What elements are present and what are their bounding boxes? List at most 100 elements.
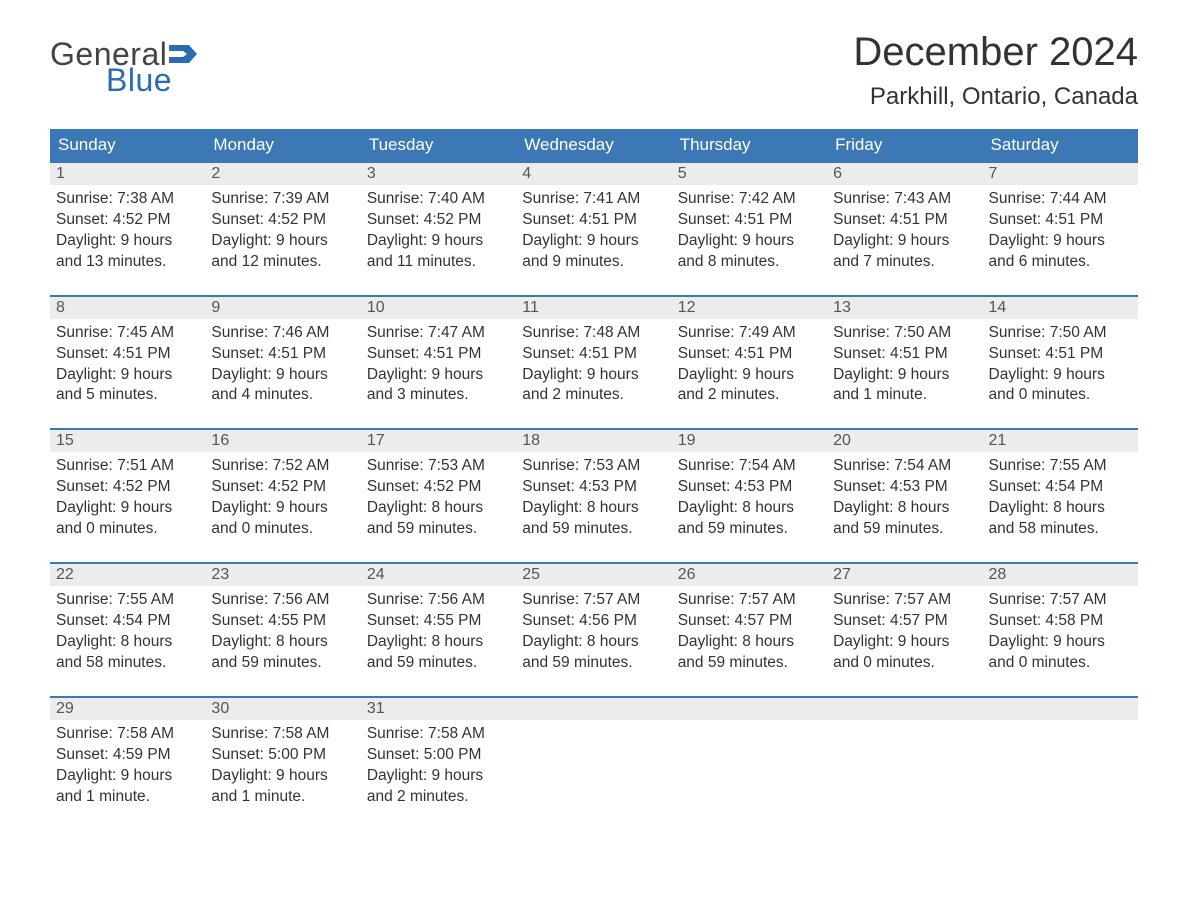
- daylight-text: Daylight: 9 hours: [989, 365, 1132, 386]
- day-cell: [983, 698, 1138, 810]
- sunrise-text: Sunrise: 7:43 AM: [833, 189, 976, 210]
- month-title: December 2024: [853, 30, 1138, 75]
- day-number: [827, 698, 982, 720]
- sunrise-text: Sunrise: 7:49 AM: [678, 323, 821, 344]
- day-content: Sunrise: 7:56 AMSunset: 4:55 PMDaylight:…: [361, 586, 516, 676]
- sunrise-text: Sunrise: 7:53 AM: [522, 456, 665, 477]
- sunrise-text: Sunrise: 7:57 AM: [833, 590, 976, 611]
- day-number: 8: [50, 297, 205, 319]
- daylight-text: and 2 minutes.: [522, 385, 665, 406]
- sunrise-text: Sunrise: 7:58 AM: [367, 724, 510, 745]
- daylight-text: Daylight: 9 hours: [211, 498, 354, 519]
- daylight-text: and 9 minutes.: [522, 252, 665, 273]
- day-cell: 6Sunrise: 7:43 AMSunset: 4:51 PMDaylight…: [827, 163, 982, 275]
- sunrise-text: Sunrise: 7:41 AM: [522, 189, 665, 210]
- day-cell: 25Sunrise: 7:57 AMSunset: 4:56 PMDayligh…: [516, 564, 671, 676]
- day-content: Sunrise: 7:58 AMSunset: 4:59 PMDaylight:…: [50, 720, 205, 810]
- sunset-text: Sunset: 4:51 PM: [522, 344, 665, 365]
- day-content: Sunrise: 7:40 AMSunset: 4:52 PMDaylight:…: [361, 185, 516, 275]
- day-cell: 31Sunrise: 7:58 AMSunset: 5:00 PMDayligh…: [361, 698, 516, 810]
- daylight-text: and 0 minutes.: [989, 385, 1132, 406]
- daylight-text: and 1 minute.: [833, 385, 976, 406]
- day-number: 11: [516, 297, 671, 319]
- day-number: 4: [516, 163, 671, 185]
- daylight-text: and 58 minutes.: [989, 519, 1132, 540]
- daylight-text: Daylight: 9 hours: [367, 766, 510, 787]
- day-number: 28: [983, 564, 1138, 586]
- daylight-text: and 7 minutes.: [833, 252, 976, 273]
- sunset-text: Sunset: 4:51 PM: [367, 344, 510, 365]
- day-cell: 7Sunrise: 7:44 AMSunset: 4:51 PMDaylight…: [983, 163, 1138, 275]
- day-cell: 5Sunrise: 7:42 AMSunset: 4:51 PMDaylight…: [672, 163, 827, 275]
- day-content: Sunrise: 7:57 AMSunset: 4:57 PMDaylight:…: [672, 586, 827, 676]
- weekday-header: Sunday: [50, 129, 205, 161]
- weekday-header: Wednesday: [516, 129, 671, 161]
- day-content: Sunrise: 7:42 AMSunset: 4:51 PMDaylight:…: [672, 185, 827, 275]
- daylight-text: and 59 minutes.: [522, 653, 665, 674]
- day-number: [983, 698, 1138, 720]
- daylight-text: Daylight: 8 hours: [678, 632, 821, 653]
- day-cell: 19Sunrise: 7:54 AMSunset: 4:53 PMDayligh…: [672, 430, 827, 542]
- day-cell: 1Sunrise: 7:38 AMSunset: 4:52 PMDaylight…: [50, 163, 205, 275]
- day-cell: 28Sunrise: 7:57 AMSunset: 4:58 PMDayligh…: [983, 564, 1138, 676]
- sunset-text: Sunset: 4:56 PM: [522, 611, 665, 632]
- day-number: 3: [361, 163, 516, 185]
- sunset-text: Sunset: 4:59 PM: [56, 745, 199, 766]
- day-cell: [516, 698, 671, 810]
- day-number: 12: [672, 297, 827, 319]
- day-content: Sunrise: 7:57 AMSunset: 4:57 PMDaylight:…: [827, 586, 982, 676]
- day-cell: [672, 698, 827, 810]
- daylight-text: and 6 minutes.: [989, 252, 1132, 273]
- daylight-text: and 59 minutes.: [211, 653, 354, 674]
- day-content: Sunrise: 7:55 AMSunset: 4:54 PMDaylight:…: [50, 586, 205, 676]
- daylight-text: Daylight: 8 hours: [56, 632, 199, 653]
- daylight-text: Daylight: 9 hours: [211, 766, 354, 787]
- sunset-text: Sunset: 4:54 PM: [56, 611, 199, 632]
- day-cell: 4Sunrise: 7:41 AMSunset: 4:51 PMDaylight…: [516, 163, 671, 275]
- daylight-text: Daylight: 9 hours: [522, 365, 665, 386]
- daylight-text: Daylight: 8 hours: [522, 632, 665, 653]
- sunrise-text: Sunrise: 7:38 AM: [56, 189, 199, 210]
- day-content: Sunrise: 7:58 AMSunset: 5:00 PMDaylight:…: [361, 720, 516, 810]
- day-content: Sunrise: 7:50 AMSunset: 4:51 PMDaylight:…: [827, 319, 982, 409]
- sunset-text: Sunset: 4:53 PM: [678, 477, 821, 498]
- day-number: 26: [672, 564, 827, 586]
- sunset-text: Sunset: 4:51 PM: [56, 344, 199, 365]
- daylight-text: and 59 minutes.: [522, 519, 665, 540]
- day-cell: 24Sunrise: 7:56 AMSunset: 4:55 PMDayligh…: [361, 564, 516, 676]
- sunset-text: Sunset: 4:51 PM: [989, 344, 1132, 365]
- daylight-text: and 1 minute.: [211, 787, 354, 808]
- sunrise-text: Sunrise: 7:53 AM: [367, 456, 510, 477]
- day-number: 25: [516, 564, 671, 586]
- day-number: 20: [827, 430, 982, 452]
- day-number: 13: [827, 297, 982, 319]
- day-number: 29: [50, 698, 205, 720]
- sunset-text: Sunset: 4:51 PM: [833, 344, 976, 365]
- day-content: Sunrise: 7:48 AMSunset: 4:51 PMDaylight:…: [516, 319, 671, 409]
- daylight-text: Daylight: 8 hours: [989, 498, 1132, 519]
- daylight-text: and 12 minutes.: [211, 252, 354, 273]
- daylight-text: and 58 minutes.: [56, 653, 199, 674]
- daylight-text: and 13 minutes.: [56, 252, 199, 273]
- sunrise-text: Sunrise: 7:55 AM: [989, 456, 1132, 477]
- sunrise-text: Sunrise: 7:56 AM: [211, 590, 354, 611]
- day-content: Sunrise: 7:55 AMSunset: 4:54 PMDaylight:…: [983, 452, 1138, 542]
- day-content: Sunrise: 7:58 AMSunset: 5:00 PMDaylight:…: [205, 720, 360, 810]
- day-number: 15: [50, 430, 205, 452]
- sunrise-text: Sunrise: 7:48 AM: [522, 323, 665, 344]
- day-content: Sunrise: 7:47 AMSunset: 4:51 PMDaylight:…: [361, 319, 516, 409]
- day-number: 14: [983, 297, 1138, 319]
- daylight-text: Daylight: 8 hours: [678, 498, 821, 519]
- daylight-text: Daylight: 9 hours: [367, 365, 510, 386]
- week-row: 8Sunrise: 7:45 AMSunset: 4:51 PMDaylight…: [50, 295, 1138, 409]
- sunrise-text: Sunrise: 7:56 AM: [367, 590, 510, 611]
- day-cell: 9Sunrise: 7:46 AMSunset: 4:51 PMDaylight…: [205, 297, 360, 409]
- daylight-text: and 4 minutes.: [211, 385, 354, 406]
- day-number: [672, 698, 827, 720]
- day-content: Sunrise: 7:54 AMSunset: 4:53 PMDaylight:…: [827, 452, 982, 542]
- day-number: 21: [983, 430, 1138, 452]
- daylight-text: Daylight: 9 hours: [56, 498, 199, 519]
- day-content: Sunrise: 7:41 AMSunset: 4:51 PMDaylight:…: [516, 185, 671, 275]
- day-cell: 21Sunrise: 7:55 AMSunset: 4:54 PMDayligh…: [983, 430, 1138, 542]
- weekday-header: Friday: [827, 129, 982, 161]
